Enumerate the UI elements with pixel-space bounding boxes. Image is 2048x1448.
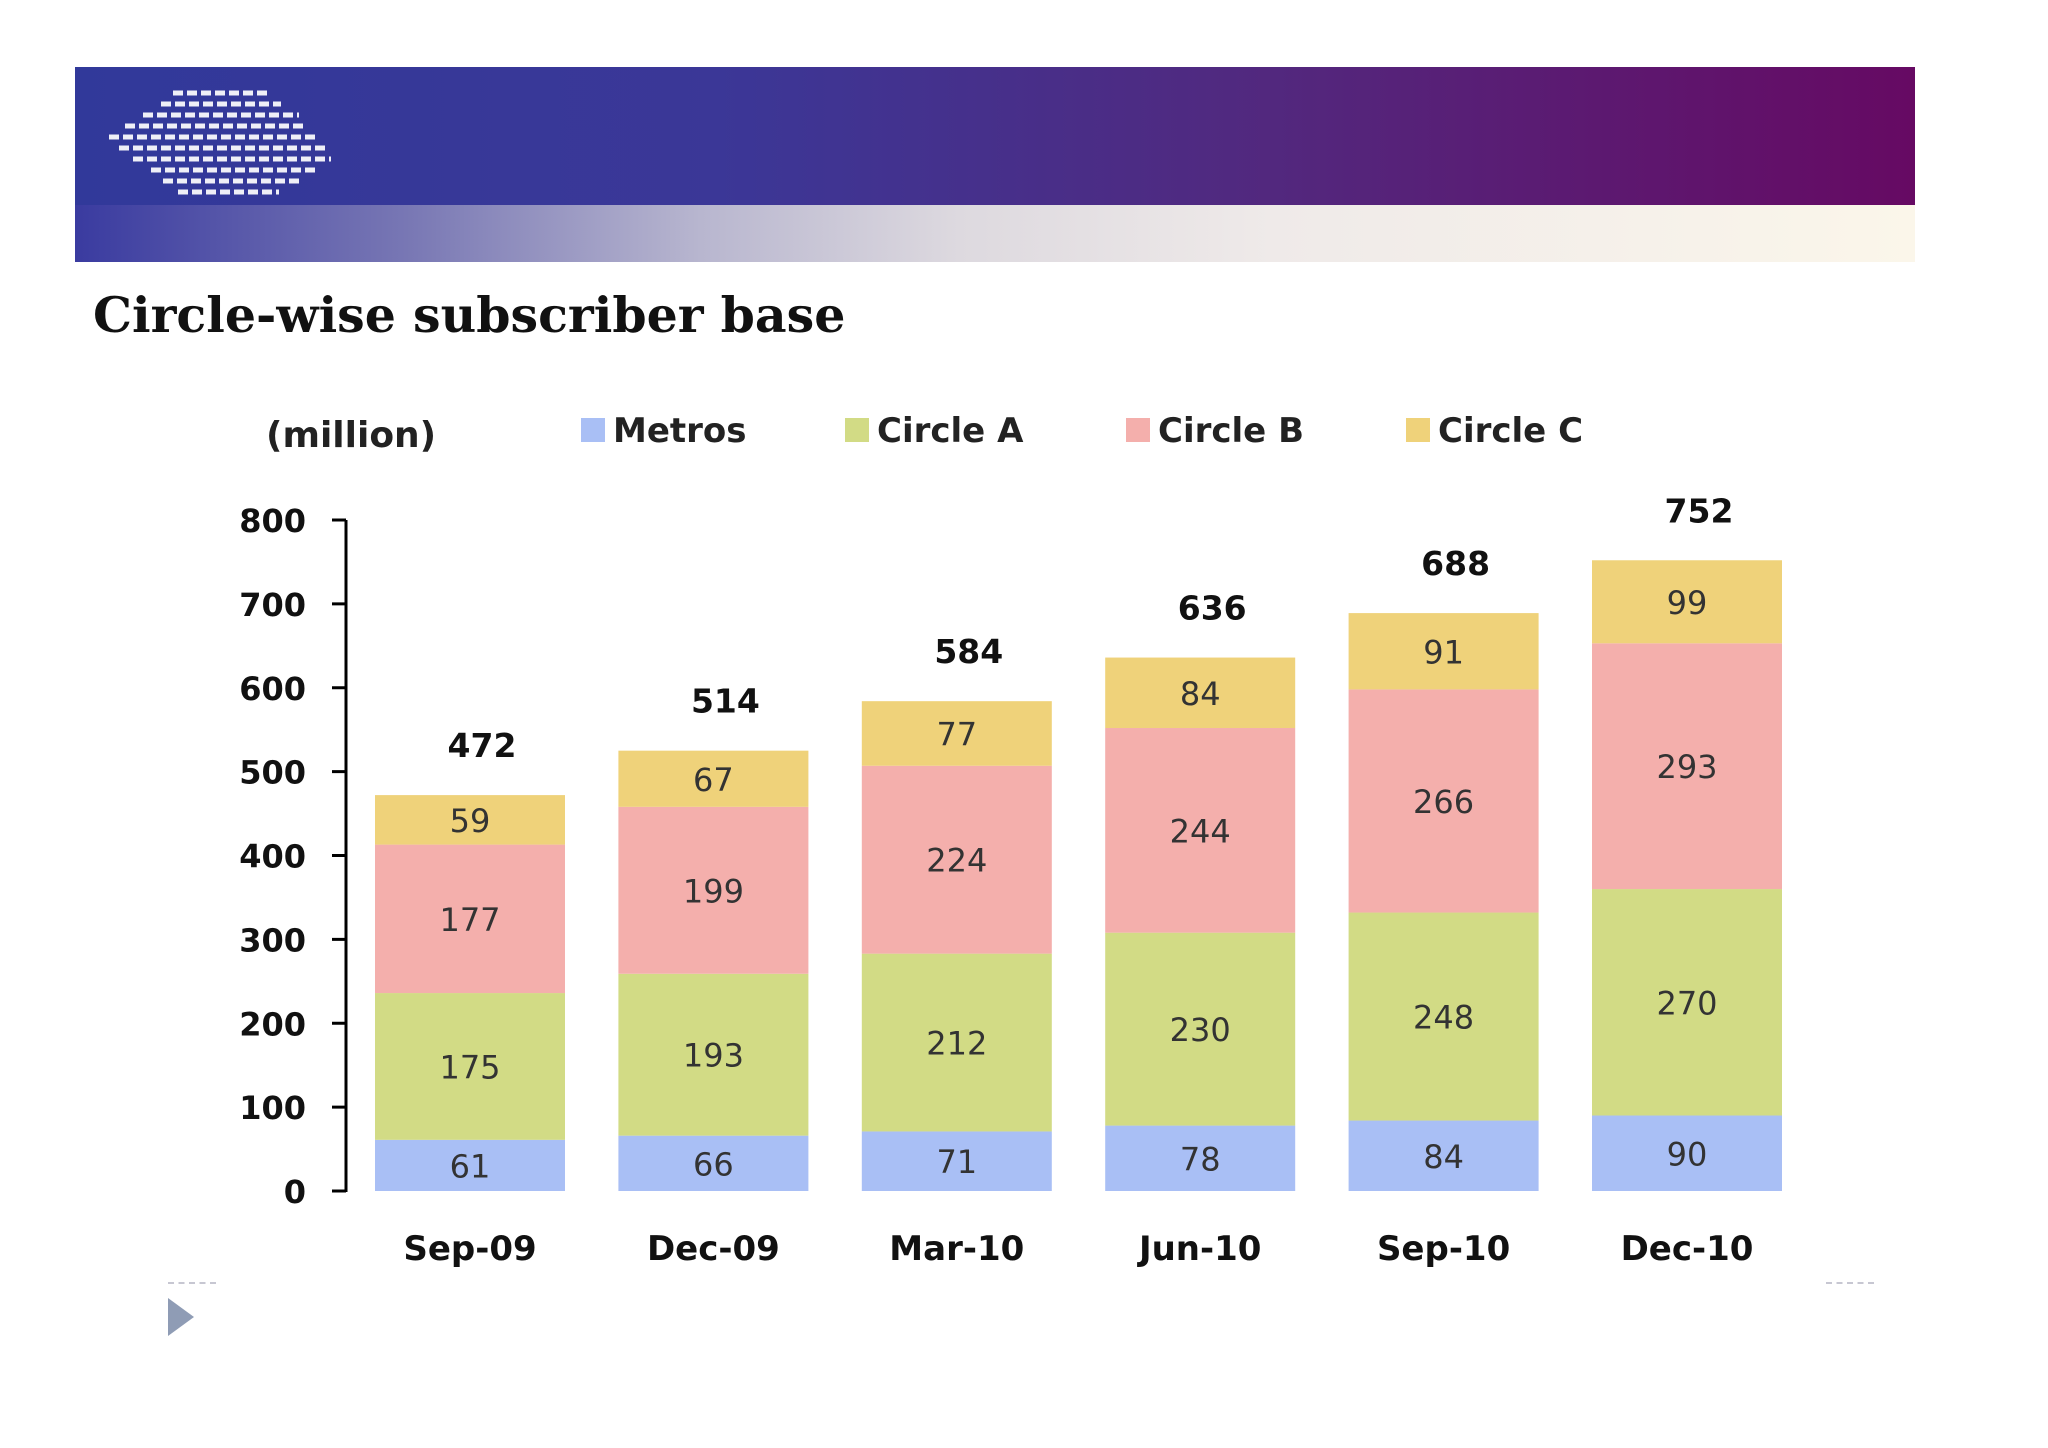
slide-title: Circle-wise subscriber base <box>93 286 846 344</box>
bar-segment <box>1348 912 1539 1121</box>
x-tick-label: Mar-10 <box>889 1229 1024 1269</box>
legend-label: Circle A <box>877 411 1024 451</box>
bar-segment <box>861 765 1052 954</box>
x-tick-label: Jun-10 <box>1137 1229 1262 1269</box>
footer-divider-right <box>1826 1282 1874 1284</box>
data-label: 77 <box>936 715 977 753</box>
data-label: 84 <box>1180 675 1221 713</box>
legend-swatch <box>1406 418 1430 442</box>
bar-segment <box>375 1139 565 1191</box>
y-tick-label: 500 <box>239 754 306 792</box>
total-label: 752 <box>1665 491 1734 530</box>
banner-top-band <box>75 67 1915 205</box>
bar-segment <box>861 701 1052 766</box>
data-label: 66 <box>693 1145 734 1183</box>
bar-segment <box>375 795 565 845</box>
data-label: 244 <box>1170 812 1231 850</box>
data-label: 59 <box>450 802 491 840</box>
unit-label: (million) <box>266 415 436 456</box>
bar-segment <box>1105 1125 1296 1191</box>
bar-segment <box>375 844 565 994</box>
bar-segment <box>618 1135 809 1191</box>
data-label: 270 <box>1656 984 1717 1022</box>
y-tick-label: 300 <box>239 921 306 959</box>
legend-swatch <box>1126 418 1150 442</box>
data-label: 78 <box>1180 1140 1221 1178</box>
data-label: 61 <box>450 1147 491 1185</box>
data-label: 224 <box>926 842 987 880</box>
total-label: 472 <box>448 726 517 765</box>
bar-segment <box>375 993 565 1140</box>
data-label: 248 <box>1413 999 1474 1037</box>
y-tick-label: 400 <box>239 838 306 876</box>
x-tick-label: Dec-09 <box>647 1229 780 1269</box>
data-label: 266 <box>1413 783 1474 821</box>
total-label: 584 <box>934 632 1003 671</box>
striped-logo-icon <box>109 90 331 195</box>
bar-segment <box>618 973 809 1136</box>
y-tick-label: 100 <box>239 1089 306 1127</box>
data-label: 71 <box>936 1143 977 1181</box>
legend-swatch <box>581 418 605 442</box>
banner-bottom-band <box>75 205 1915 262</box>
data-label: 193 <box>683 1037 744 1075</box>
bar-segment <box>861 953 1052 1132</box>
bar-segment <box>618 806 809 974</box>
total-label: 688 <box>1421 544 1490 583</box>
x-tick-label: Sep-10 <box>1377 1229 1510 1269</box>
bar-segment <box>618 750 809 807</box>
bar-segment <box>1592 560 1782 644</box>
header-banner <box>75 67 1915 262</box>
data-label: 91 <box>1423 633 1464 671</box>
bar-segment <box>1348 689 1539 913</box>
bar-segment <box>861 1131 1052 1191</box>
data-label: 293 <box>1656 748 1717 786</box>
y-tick-label: 0 <box>284 1173 306 1211</box>
data-label: 175 <box>439 1048 500 1086</box>
x-tick-label: Sep-09 <box>403 1229 536 1269</box>
data-label: 67 <box>693 761 734 799</box>
bar-segment <box>1105 728 1296 933</box>
bar-segment <box>1592 889 1782 1116</box>
bar-segment <box>1348 613 1539 690</box>
y-tick-label: 600 <box>239 670 306 708</box>
data-label: 99 <box>1667 584 1708 622</box>
legend-swatch <box>845 418 869 442</box>
data-label: 177 <box>439 901 500 939</box>
bar-segment <box>1105 657 1296 729</box>
legend-label: Metros <box>613 411 747 451</box>
total-label: 514 <box>691 682 760 721</box>
data-label: 199 <box>683 872 744 910</box>
x-tick-label: Dec-10 <box>1621 1229 1754 1269</box>
data-label: 230 <box>1170 1011 1231 1049</box>
legend-label: Circle C <box>1438 411 1583 451</box>
next-arrow-icon[interactable] <box>168 1298 194 1336</box>
data-label: 212 <box>926 1025 987 1063</box>
data-label: 90 <box>1667 1135 1708 1173</box>
data-label: 84 <box>1423 1138 1464 1176</box>
y-tick-label: 700 <box>239 586 306 624</box>
y-tick-label: 800 <box>239 502 306 540</box>
footer-divider-left <box>168 1282 216 1284</box>
total-label: 636 <box>1178 589 1247 628</box>
legend-label: Circle B <box>1158 411 1304 451</box>
bar-segment <box>1105 932 1296 1126</box>
bar-segment <box>1592 643 1782 890</box>
bar-segment <box>1348 1120 1539 1191</box>
bar-segment <box>1592 1115 1782 1191</box>
y-tick-label: 200 <box>239 1005 306 1043</box>
